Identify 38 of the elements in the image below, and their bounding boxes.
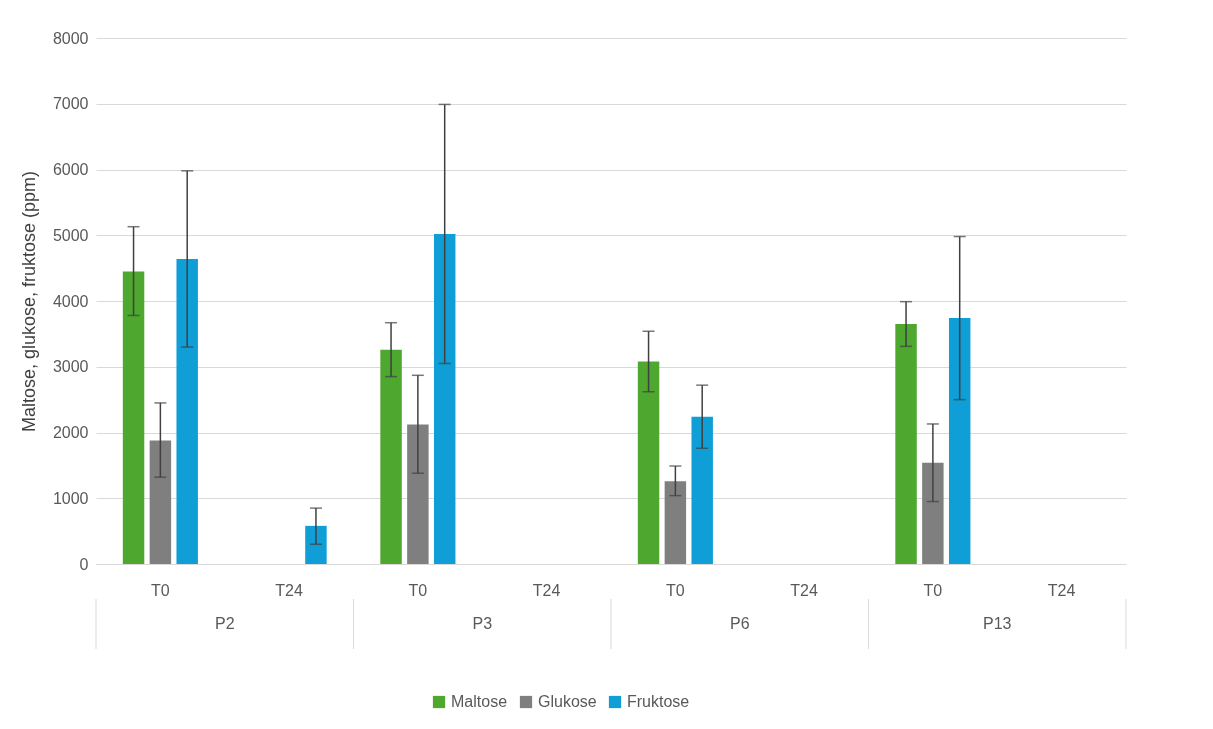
text: P6 <box>729 615 750 632</box>
bar <box>637 361 660 564</box>
bar <box>664 481 687 564</box>
x-tick-label: T0 <box>666 581 685 599</box>
bar <box>433 233 456 564</box>
y-axis-title: Maltose, glukose, fruktose (ppm) <box>18 170 39 433</box>
x-tick-label: T24 <box>275 581 304 599</box>
text: P2 <box>214 615 235 632</box>
y-tick-label: 6000 <box>52 161 89 178</box>
text: P3 <box>472 615 493 632</box>
y-tick-label: 3000 <box>52 358 89 376</box>
y-tick-label: 8000 <box>52 29 89 47</box>
y-tick-label: 7000 <box>52 95 89 113</box>
y-tick-label: 0 <box>79 555 89 573</box>
bar <box>380 349 402 564</box>
bar <box>149 440 172 564</box>
x-tick-label: T0 <box>408 581 428 599</box>
x-tick-label: T24 <box>532 581 561 599</box>
x-tick-label: T0 <box>151 581 170 599</box>
x-tick-label: T24 <box>1047 581 1076 599</box>
bar <box>948 318 971 564</box>
bar <box>122 271 145 564</box>
legend-label: Glukose <box>538 693 597 710</box>
x-tick-label: T24 <box>790 581 819 599</box>
text: P13 <box>983 615 1012 632</box>
legend-label: Maltose <box>451 693 508 710</box>
x-tick-label: T0 <box>923 581 943 599</box>
bar <box>176 258 198 564</box>
bar <box>407 424 429 564</box>
y-tick-label: 5000 <box>52 226 89 244</box>
bar <box>691 416 713 564</box>
y-tick-label: 2000 <box>52 424 89 441</box>
y-tick-label: 4000 <box>52 292 89 310</box>
bar <box>922 462 944 564</box>
bar <box>305 525 327 564</box>
bar <box>895 324 917 564</box>
legend-label: Fruktose <box>627 693 690 710</box>
y-tick-label: 1000 <box>52 489 89 507</box>
